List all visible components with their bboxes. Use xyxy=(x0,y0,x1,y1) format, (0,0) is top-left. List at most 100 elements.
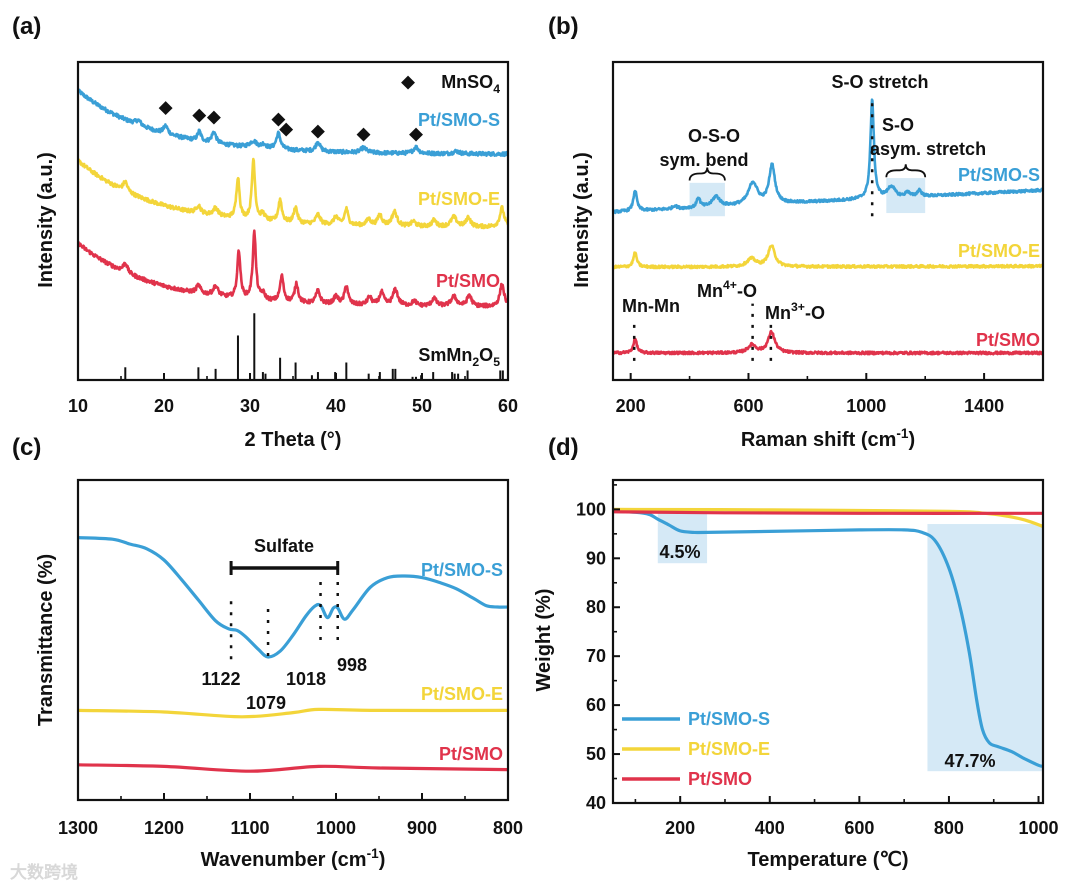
watermark: 大数跨境 xyxy=(10,863,78,883)
panel-letter: (b) xyxy=(548,13,579,40)
text-part: sym. bend xyxy=(659,150,748,170)
text-part: -O xyxy=(737,281,757,301)
annotation-label: Pt/SMO-E xyxy=(958,241,1040,261)
plot-area xyxy=(78,88,508,380)
annotation-label: Pt/SMO-E xyxy=(421,684,503,704)
x-tick-label: 40 xyxy=(326,396,346,416)
x-tick-label: 800 xyxy=(934,818,964,838)
x-tick-label: 1000 xyxy=(846,396,886,416)
text-part: Pt/SMO-E xyxy=(421,684,503,704)
annotation-label: 1122 xyxy=(201,669,240,689)
text-part: O-S-O xyxy=(688,126,740,146)
text-part: Wavenumber (cm xyxy=(201,849,367,871)
plot-frame xyxy=(611,478,1045,805)
plot-frame xyxy=(611,60,1045,382)
series-line-pt-smo-s xyxy=(78,88,508,158)
annotation-label: Mn-Mn xyxy=(622,296,680,316)
text-part: ) xyxy=(909,429,916,451)
mnso4-marker: ◆ xyxy=(356,124,371,143)
panel-c: 1300 1200 1100 1000 900 800 Wavenumber (cm-1) T… xyxy=(12,434,523,871)
text-part: Pt/SMO xyxy=(436,271,500,291)
text-part: Mn xyxy=(765,303,791,323)
y-tick-label: 40 xyxy=(586,793,606,813)
x-tick-label: 200 xyxy=(665,818,695,838)
y-tick-label: 60 xyxy=(586,695,606,715)
y-tick-label: 50 xyxy=(586,744,606,764)
text-part: Pt/SMO-S xyxy=(421,560,503,580)
annotation-label: Pt/SMO xyxy=(436,271,500,291)
x-tick-label: 200 xyxy=(616,396,646,416)
text-part: Intensity (a.u.) xyxy=(571,152,593,288)
text-part: MnSO xyxy=(441,72,493,92)
y-tick-label: 80 xyxy=(586,597,606,617)
legend-label: Pt/SMO-E xyxy=(688,739,770,759)
series-line-pt-smo-s xyxy=(613,509,1043,768)
x-tick-label: 1100 xyxy=(230,818,269,838)
text-part: 47.7% xyxy=(944,751,995,771)
text-part: Pt/SMO xyxy=(976,330,1040,350)
curly-brace xyxy=(885,164,927,178)
annotation-label: Mn4+-O xyxy=(697,278,757,301)
highlight-region xyxy=(657,512,708,564)
panel-b: 200 600 1000 1400 Raman shift (cm-1) Intensit… xyxy=(548,13,1045,451)
panel-d: 200 400 600 800 1000 40 50 60 70 80 90 100 Temperatu… xyxy=(533,434,1059,871)
text-part: Transmittance (%) xyxy=(35,554,57,726)
x-tick-label: 800 xyxy=(493,818,523,838)
text-part: S-O xyxy=(882,115,914,135)
text-part: 1122 xyxy=(201,669,240,689)
text-part: asym. stretch xyxy=(870,139,986,159)
text-part: -1 xyxy=(896,426,909,441)
text-part: 3+ xyxy=(791,300,805,314)
x-axis-label: 2 Theta (°) xyxy=(245,429,342,451)
series-line-pt-smo xyxy=(613,510,1043,515)
annotation-label: Pt/SMO xyxy=(439,744,503,764)
text-part: 998 xyxy=(337,655,367,675)
text-part: 1079 xyxy=(246,693,286,713)
x-tick-label: 400 xyxy=(755,818,785,838)
annotation-label: Pt/SMO-S xyxy=(958,165,1040,185)
plot-area xyxy=(78,536,508,773)
y-axis-label: Intensity (a.u.) xyxy=(571,152,593,288)
annotation-label: MnSO4 xyxy=(441,72,500,96)
annotation-label: sym. bend xyxy=(659,150,748,170)
text-part: 4 xyxy=(493,82,500,96)
annotation-label: SmMn2O5 xyxy=(418,345,500,369)
text-part: Sulfate xyxy=(254,536,314,556)
text-part: 2 Theta (°) xyxy=(245,429,342,451)
annotation-label: 1018 xyxy=(286,669,326,689)
text-part: 2 xyxy=(472,355,479,369)
series-line-pt-smo xyxy=(78,229,508,309)
mnso4-marker: ◆ xyxy=(310,121,325,140)
annotation-label: Pt/SMO-E xyxy=(418,189,500,209)
annotation-label: 4.5% xyxy=(659,542,700,562)
series-line-pt-smo-e xyxy=(78,707,508,719)
text-part: Mn-Mn xyxy=(622,296,680,316)
annotation-label: Pt/SMO xyxy=(976,330,1040,350)
mnso4-marker: ◆ xyxy=(206,107,221,126)
annotation-label: 998 xyxy=(337,655,367,675)
y-axis-label: Weight (%) xyxy=(533,589,555,692)
y-tick-label: 90 xyxy=(586,548,606,568)
panel-letter: (c) xyxy=(12,434,41,461)
mnso4-marker: ◆ xyxy=(279,119,294,138)
legend-marker-mnso4: ◆ xyxy=(400,72,415,91)
text-part: Intensity (a.u.) xyxy=(35,152,57,288)
legend-label: Pt/SMO-S xyxy=(688,709,770,729)
x-tick-label: 1200 xyxy=(144,818,184,838)
text-part: -O xyxy=(805,303,825,323)
plot-area xyxy=(613,98,1043,356)
x-tick-label: 1300 xyxy=(58,818,98,838)
text-part: Mn xyxy=(697,281,723,301)
annotation-label: asym. stretch xyxy=(870,139,986,159)
x-axis-label: Temperature (℃) xyxy=(747,849,908,871)
text-part: -1 xyxy=(367,846,380,861)
x-tick-label: 60 xyxy=(498,396,518,416)
text-part: Pt/SMO-E xyxy=(418,189,500,209)
annotation-label: 47.7% xyxy=(944,751,995,771)
text-part: 1018 xyxy=(286,669,326,689)
text-part: Pt/SMO-E xyxy=(958,241,1040,261)
text-part: Pt/SMO-S xyxy=(418,110,500,130)
text-part: ) xyxy=(379,849,386,871)
annotation-label: Pt/SMO-S xyxy=(418,110,500,130)
x-tick-label: 1000 xyxy=(316,818,356,838)
